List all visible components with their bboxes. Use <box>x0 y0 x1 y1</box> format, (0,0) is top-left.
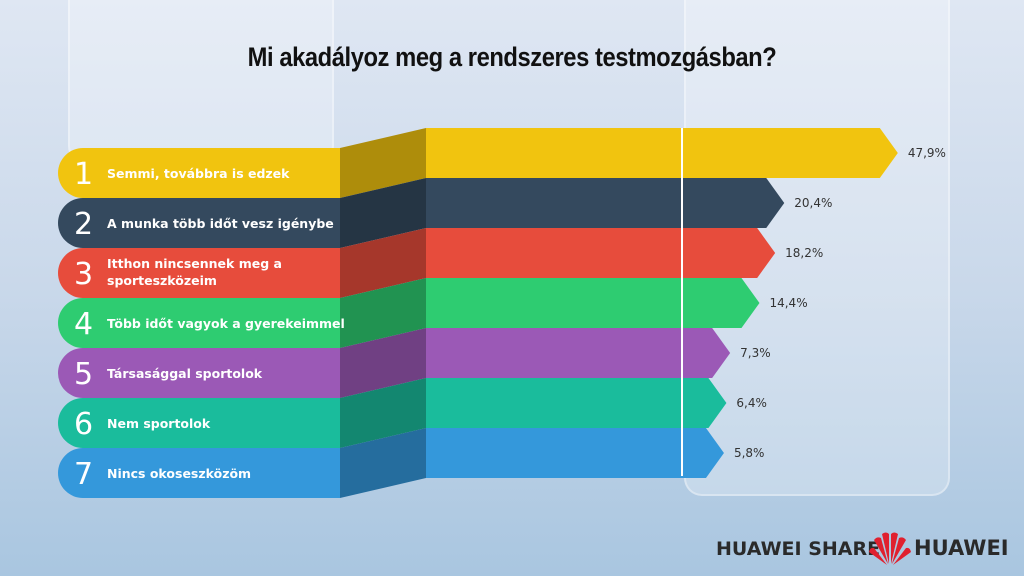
category-pill <box>58 448 340 498</box>
value-label: 5,8% <box>734 446 765 460</box>
bar <box>426 378 727 428</box>
category-label: Semmi, továbbra is edzek <box>107 166 290 181</box>
value-label: 47,9% <box>908 146 946 160</box>
category-pill <box>58 348 340 398</box>
rank-number: 5 <box>74 357 93 392</box>
bar-fold <box>340 178 426 248</box>
category-label: A munka több időt vesz igénybe <box>107 216 334 231</box>
bar-fold <box>340 128 426 198</box>
bar <box>426 428 724 478</box>
category-label: Nincs okoseszközöm <box>107 466 251 481</box>
category-label: Társasággal sportolok <box>107 366 263 381</box>
value-label: 20,4% <box>794 196 832 210</box>
value-label: 18,2% <box>785 246 823 260</box>
rank-number: 4 <box>74 307 93 342</box>
bar <box>426 178 785 228</box>
bar-fold <box>340 328 426 398</box>
chart-title: Mi akadályoz meg a rendszeres testmozgás… <box>247 42 777 72</box>
value-label: 14,4% <box>769 296 807 310</box>
huawei-share-label: HUAWEI SHARE <box>716 538 881 560</box>
huawei-brand-label: HUAWEI <box>914 536 1009 560</box>
rank-number: 6 <box>74 407 93 442</box>
rank-number: 2 <box>74 207 93 242</box>
bar <box>426 128 898 178</box>
category-pill <box>58 398 340 448</box>
category-pill <box>58 248 340 298</box>
category-label: Több időt vagyok a gyerekeimmel <box>107 316 345 331</box>
bar-fold <box>340 228 426 298</box>
huawei-logo-icon <box>869 532 911 565</box>
value-label: 6,4% <box>736 396 767 410</box>
category-pill <box>58 198 340 248</box>
bar <box>426 228 776 278</box>
category-label: Nem sportolok <box>107 416 211 431</box>
category-pill <box>58 148 340 198</box>
bar-fold <box>340 378 426 448</box>
rank-number: 1 <box>74 157 93 192</box>
bar-fold <box>340 428 426 498</box>
category-label: Itthon nincsennek meg a sporteszközeim <box>107 256 282 288</box>
rank-number: 3 <box>74 257 93 292</box>
bar <box>426 278 760 328</box>
background-phone-left <box>68 0 334 164</box>
bar-fold <box>340 278 426 348</box>
rank-number: 7 <box>74 457 93 492</box>
bar <box>426 328 731 378</box>
category-pill <box>58 298 340 348</box>
value-label: 7,3% <box>740 346 771 360</box>
